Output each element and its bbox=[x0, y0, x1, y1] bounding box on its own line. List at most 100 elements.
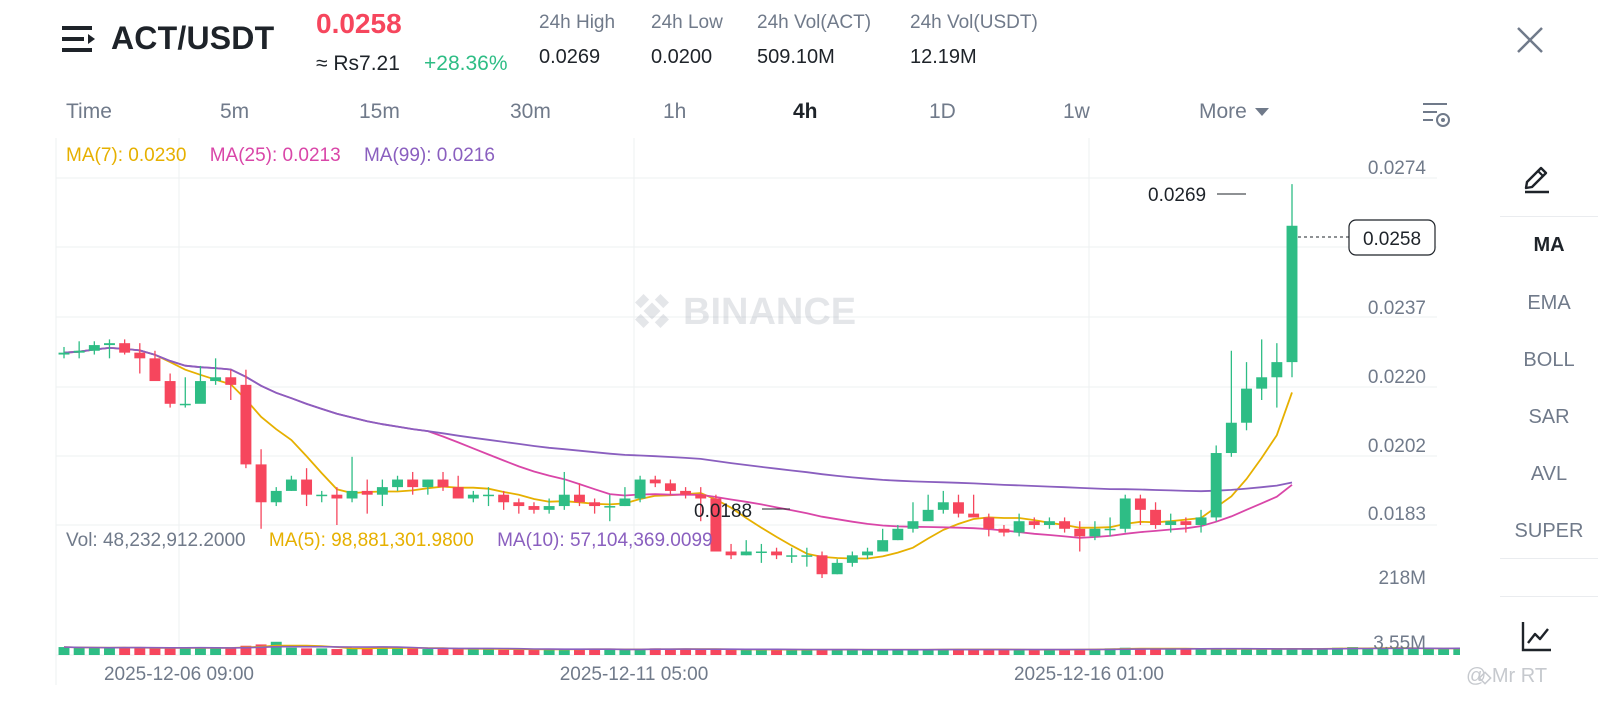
indicator-avl[interactable]: AVL bbox=[1530, 463, 1568, 485]
candle-body bbox=[179, 403, 191, 406]
time-axis: 2025-12-06 09:00 2025-12-11 05:00 2025-1… bbox=[104, 664, 1164, 685]
menu-icon[interactable] bbox=[62, 24, 96, 54]
candle-body bbox=[225, 377, 237, 385]
candle-body bbox=[164, 381, 176, 404]
volume-bar bbox=[573, 649, 585, 655]
candle-body bbox=[149, 358, 161, 382]
candle-body bbox=[528, 506, 540, 510]
candle-body bbox=[513, 502, 525, 507]
tab-4h[interactable]: 4h bbox=[793, 100, 818, 123]
indicator-sar[interactable]: SAR bbox=[1528, 406, 1570, 428]
candle-body bbox=[877, 540, 889, 552]
volume-bar bbox=[710, 649, 722, 655]
volume-bar bbox=[998, 649, 1010, 655]
volume-bar bbox=[604, 649, 616, 655]
candle-body bbox=[452, 487, 464, 499]
candle-body bbox=[301, 479, 313, 495]
volume-bar bbox=[134, 647, 146, 655]
volume-bar bbox=[194, 647, 206, 655]
volume-value: Vol: 48,232,912.2000 bbox=[66, 530, 246, 551]
stat-24h-high: 24h High 0.0269 bbox=[539, 12, 615, 69]
volume-bar bbox=[361, 648, 373, 655]
candle-body bbox=[1271, 362, 1283, 378]
volume-bar bbox=[1165, 649, 1177, 655]
candle-body bbox=[1059, 521, 1071, 529]
candle-body bbox=[1089, 528, 1101, 537]
candle-body bbox=[498, 494, 510, 503]
close-icon[interactable] bbox=[1514, 24, 1546, 56]
candle-body bbox=[467, 494, 479, 499]
candle-body bbox=[437, 479, 449, 488]
volume-bar bbox=[1013, 649, 1025, 655]
volume-bar bbox=[831, 649, 843, 655]
volume-bar bbox=[1362, 648, 1374, 655]
tab-1d[interactable]: 1D bbox=[929, 100, 956, 123]
volume-bar bbox=[664, 649, 676, 655]
pair-name[interactable]: ACT/USDT bbox=[111, 20, 275, 56]
volume-axis: 218M 3.55M bbox=[1373, 568, 1426, 654]
volume-bar bbox=[1074, 649, 1086, 655]
indicator-boll[interactable]: BOLL bbox=[1523, 349, 1575, 371]
time-tick: 2025-12-11 05:00 bbox=[560, 664, 709, 685]
volume-bar bbox=[983, 649, 995, 655]
candle-body bbox=[634, 479, 646, 499]
candle-body bbox=[255, 464, 267, 503]
tab-5m[interactable]: 5m bbox=[220, 100, 250, 123]
tab-1w[interactable]: 1w bbox=[1063, 100, 1090, 123]
candle-body bbox=[1165, 521, 1177, 525]
candle-body bbox=[1043, 521, 1055, 525]
indicator-super[interactable]: SUPER bbox=[1514, 520, 1584, 542]
volume-bar bbox=[149, 648, 161, 655]
candle-body bbox=[210, 377, 222, 382]
volume-bar bbox=[225, 648, 237, 655]
volume-bar bbox=[755, 649, 767, 655]
candle-body bbox=[558, 494, 570, 507]
volume-bar bbox=[634, 649, 646, 655]
volume-bar bbox=[801, 649, 813, 655]
volume-ma10-legend: MA(10): 57,104,369.0099 bbox=[497, 530, 713, 551]
indicator-ema[interactable]: EMA bbox=[1527, 292, 1571, 314]
candle-body bbox=[1074, 528, 1086, 537]
time-tick: 2025-12-06 09:00 bbox=[104, 664, 254, 685]
volume-ma5-legend: MA(5): 98,881,301.9800 bbox=[268, 530, 474, 551]
price-chart[interactable]: BINANCE 0.0274 0.0237 0.0220 0.0202 0.01… bbox=[0, 0, 1460, 720]
candle-body bbox=[680, 490, 692, 495]
current-price-label: 0.0258 bbox=[1363, 229, 1421, 250]
candle-body bbox=[1225, 422, 1237, 454]
stat-value: 0.0269 bbox=[539, 46, 601, 68]
tab-15m[interactable]: 15m bbox=[359, 100, 400, 123]
volume-bar bbox=[892, 649, 904, 655]
tab-time[interactable]: Time bbox=[66, 100, 112, 123]
candle-body bbox=[285, 479, 297, 491]
volume-bar bbox=[331, 649, 343, 655]
candle-body bbox=[407, 479, 419, 488]
volume-bar bbox=[1225, 649, 1237, 655]
volume-bar bbox=[1407, 649, 1419, 655]
indicator-ma[interactable]: MA bbox=[1533, 234, 1565, 256]
tab-more[interactable]: More bbox=[1199, 100, 1269, 124]
candle-body bbox=[194, 381, 206, 404]
current-price-marker[interactable]: 0.0258 bbox=[1298, 219, 1436, 256]
candle-body bbox=[1210, 453, 1222, 518]
price-tick: 0.0183 bbox=[1368, 504, 1426, 525]
candle-body bbox=[695, 494, 707, 499]
stat-24h-low: 24h Low 0.0200 bbox=[651, 12, 723, 69]
draw-pen-icon[interactable] bbox=[1521, 160, 1553, 194]
candle-body bbox=[361, 490, 373, 495]
stat-value: 0.0200 bbox=[651, 46, 713, 68]
price-tick: 0.0237 bbox=[1368, 298, 1426, 319]
volume-bar bbox=[513, 649, 525, 655]
volume-bar bbox=[255, 644, 267, 655]
chart-settings-icon[interactable] bbox=[1421, 100, 1451, 130]
chart-type-icon[interactable] bbox=[1521, 620, 1553, 652]
watermark-logo-icon bbox=[1478, 671, 1492, 685]
volume-bar bbox=[786, 649, 798, 655]
candle-body bbox=[983, 517, 995, 529]
tab-30m[interactable]: 30m bbox=[510, 100, 551, 123]
high-marker: 0.0269 bbox=[1148, 185, 1246, 206]
tab-1h[interactable]: 1h bbox=[663, 100, 687, 123]
candle-body bbox=[862, 551, 873, 556]
volume-bar bbox=[1438, 649, 1450, 655]
volume-bar bbox=[937, 649, 949, 655]
volume-tick: 3.55M bbox=[1373, 633, 1426, 654]
